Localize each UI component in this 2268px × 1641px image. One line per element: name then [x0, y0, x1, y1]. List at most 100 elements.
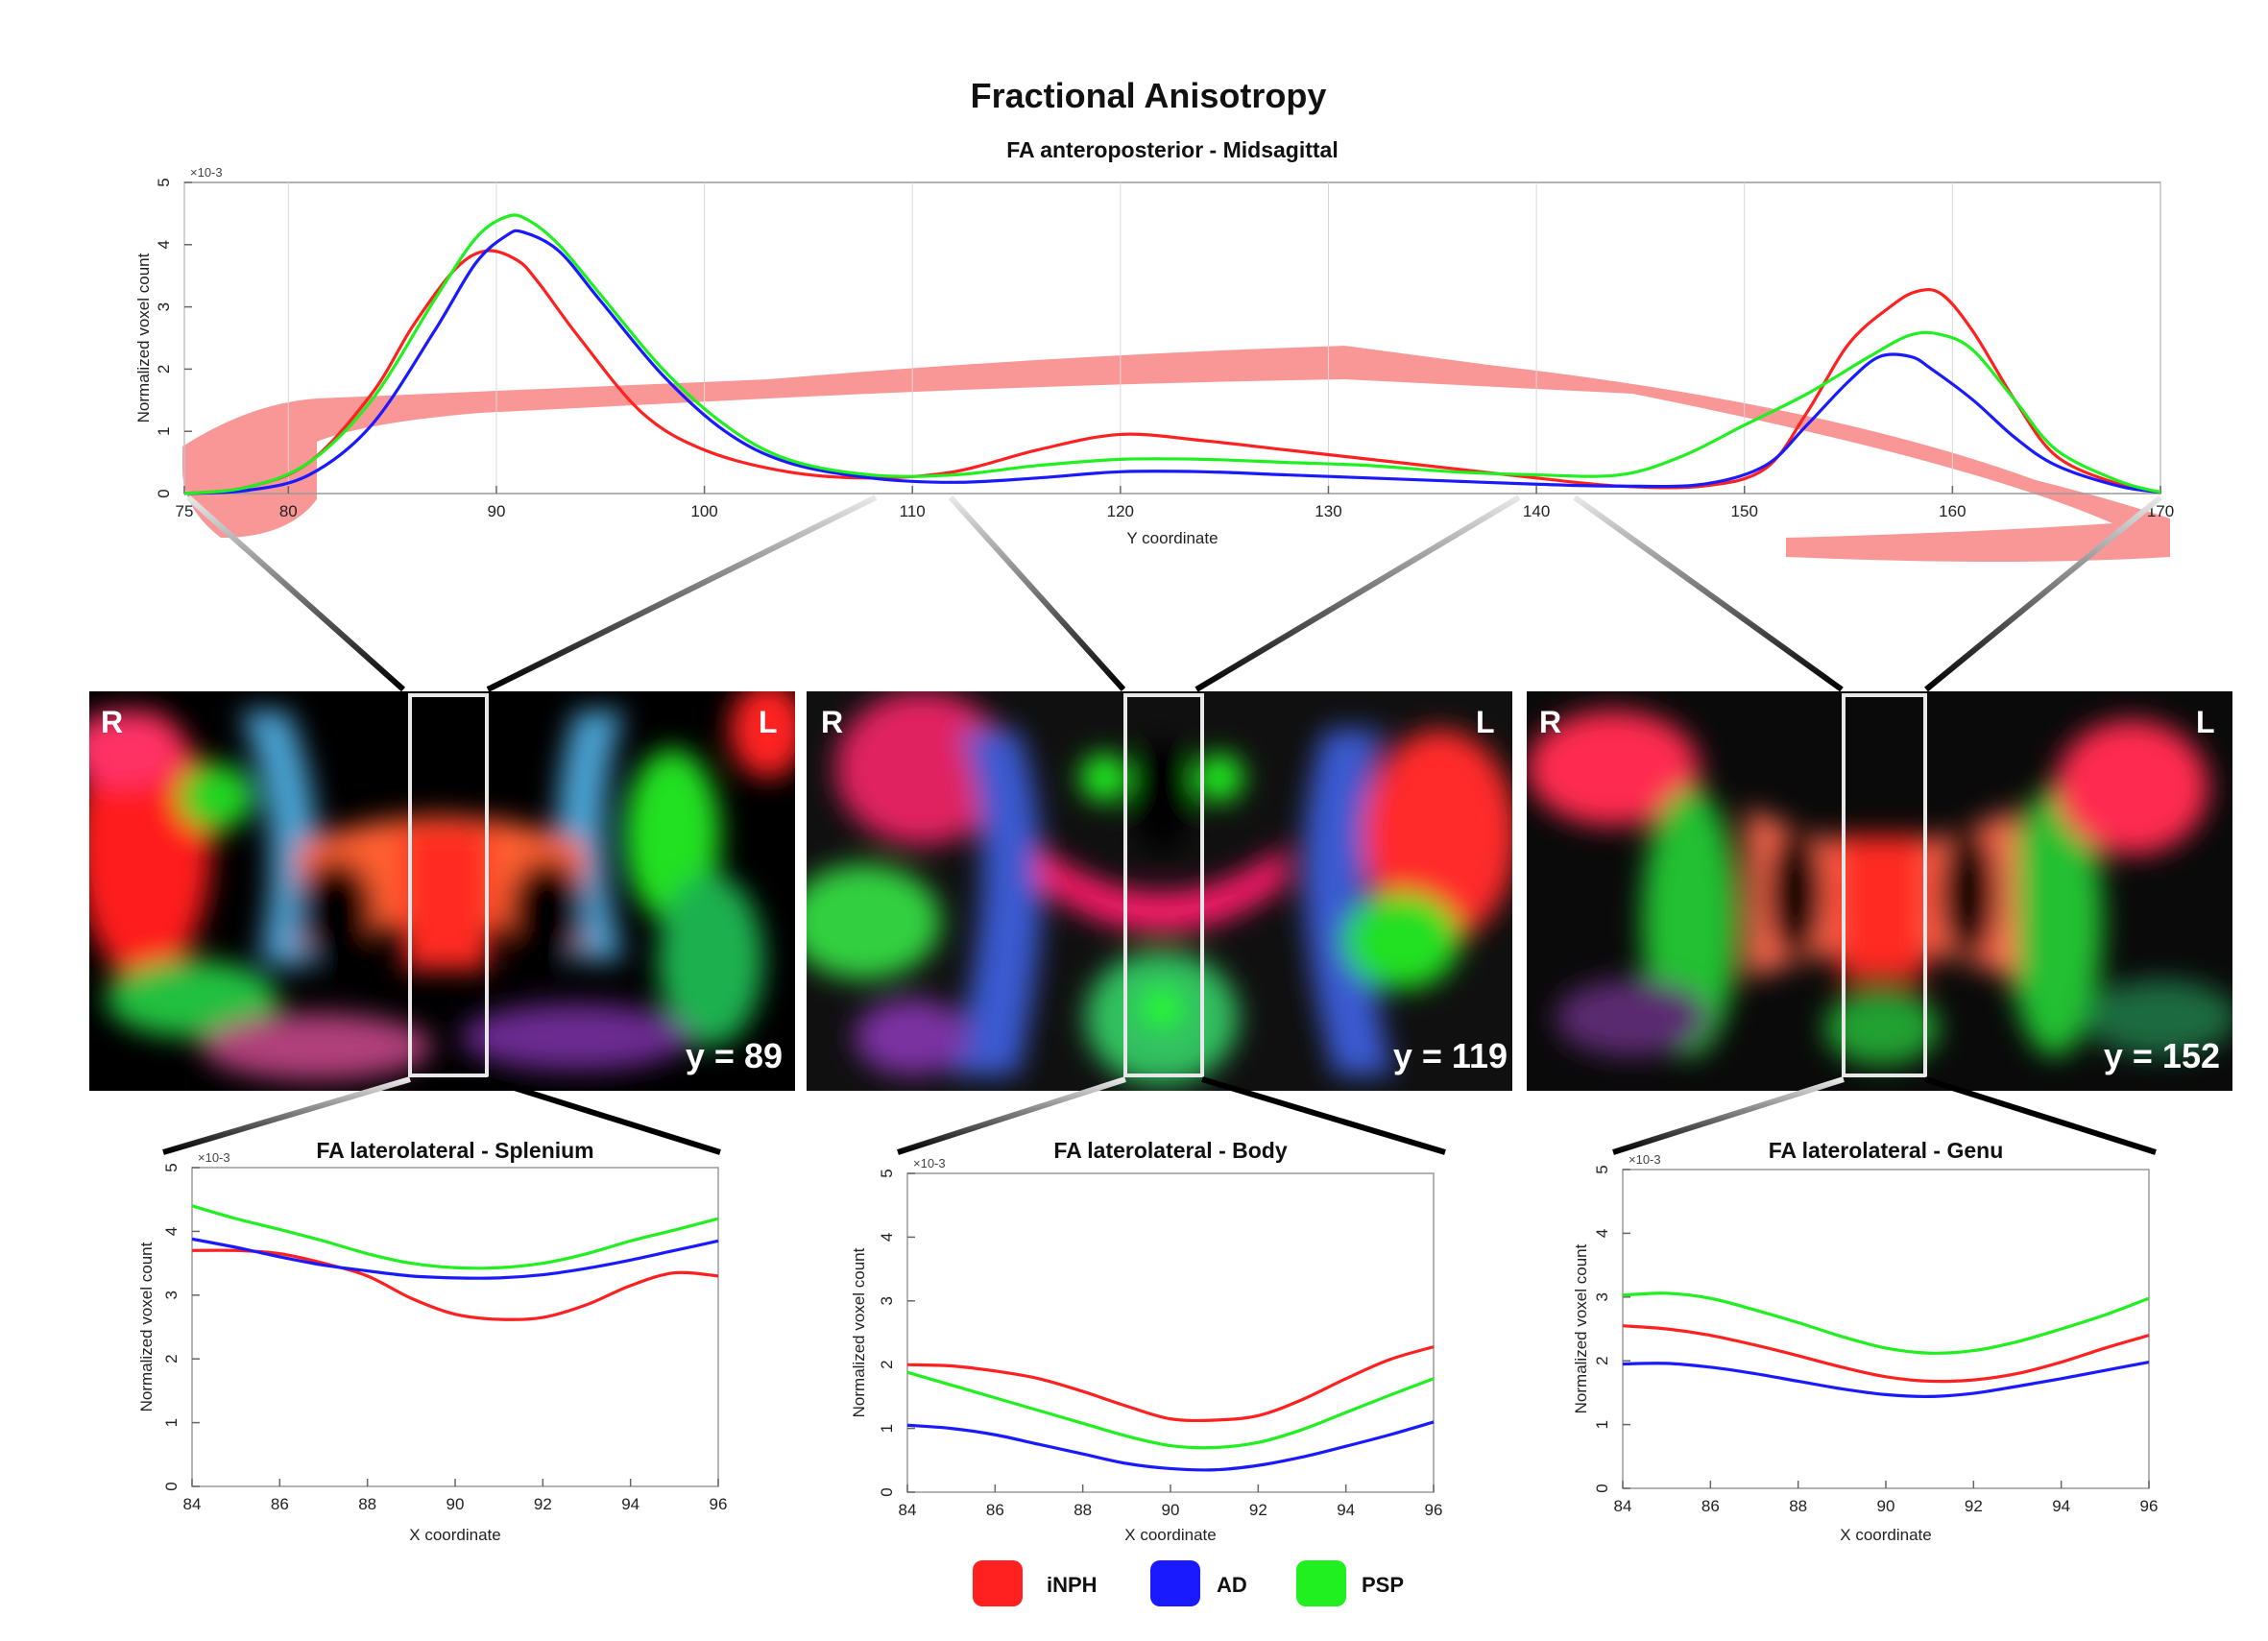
y-tick-label: 1	[878, 1424, 896, 1433]
x-tick-label: 88	[1074, 1501, 1092, 1519]
connector-bottom-1	[162, 1076, 411, 1155]
connector-top-4	[1194, 495, 1521, 692]
x-tick-label: 100	[690, 502, 717, 520]
connector-bottom-2	[486, 1076, 721, 1155]
series-line-inph	[906, 1345, 1435, 1423]
y-axis-label: Normalized voxel count	[134, 253, 153, 422]
x-axis-label: X coordinate	[409, 1526, 500, 1544]
x-tick-label: 90	[487, 502, 505, 520]
connector-bottom-4	[1201, 1076, 1446, 1155]
plot-frame	[1622, 1169, 2150, 1489]
x-tick-label: 90	[446, 1495, 465, 1513]
series-line-ad	[906, 1420, 1435, 1472]
chart-splenium: 84 86 88 90 92 94 96 0 1 2 3 4 5 ×10-3 FA laterolatera…	[137, 1138, 727, 1544]
slice-image-body: R L y = 119	[807, 691, 1512, 1091]
roi-box-genu	[1842, 693, 1927, 1077]
y-multiplier-label: ×10-3	[1629, 1152, 1661, 1167]
x-tick-label: 130	[1315, 502, 1341, 520]
chart-genu: 84 86 88 90 92 94 96 0 1 2 3 4 5 ×10-3 FA laterolatera…	[1572, 1138, 2158, 1544]
x-tick-label: 86	[1701, 1497, 1720, 1515]
y-tick-label: 4	[1593, 1229, 1611, 1238]
y-multiplier-label: ×10-3	[198, 1150, 230, 1165]
chart-midsagittal: 75 80 90 100 110 120 130 140 150 160 170 0 1 2 3 4 5 ×10-…	[134, 137, 2174, 562]
slice-left-label: R	[1539, 705, 1561, 739]
slice-left-label: R	[101, 705, 123, 739]
y-axis-label: Normalized voxel count	[850, 1247, 868, 1417]
slice-coordinate-label: y = 119	[1393, 1036, 1508, 1075]
plot-frame	[183, 181, 2161, 495]
y-tick-label: 5	[155, 178, 173, 186]
y-tick-label: 4	[162, 1227, 181, 1236]
y-tick-label: 0	[162, 1482, 181, 1490]
roi-box-body	[1123, 693, 1204, 1077]
slice-image-splenium: R L y = 89	[89, 691, 795, 1091]
legend-item-psp: PSP	[1296, 1560, 1404, 1606]
legend-swatch	[973, 1560, 1023, 1606]
connector-bottom-6	[1924, 1076, 2157, 1155]
series-line-psp	[1622, 1291, 2150, 1355]
series-line-psp	[183, 213, 2161, 495]
x-axis-label: X coordinate	[1124, 1526, 1216, 1544]
main-title: Fractional Anisotropy	[971, 76, 1327, 115]
slice-coordinate-label: y = 152	[2104, 1036, 2220, 1075]
x-tick-label: 94	[2052, 1497, 2070, 1515]
legend-swatch	[1296, 1560, 1346, 1606]
y-tick-label: 0	[155, 489, 173, 497]
y-tick-label: 2	[1593, 1356, 1611, 1364]
connectors-top	[186, 495, 2162, 692]
y-tick-label: 0	[1593, 1484, 1611, 1492]
x-tick-label: 110	[900, 502, 926, 520]
x-tick-label: 170	[2147, 502, 2174, 520]
series-line-inph	[183, 249, 2161, 495]
series-line-inph	[191, 1248, 719, 1321]
x-tick-label: 96	[710, 1495, 728, 1513]
y-tick-label: 4	[878, 1233, 896, 1242]
slice-right-label: L	[759, 705, 778, 739]
legend: iNPH AD PSP	[973, 1560, 1404, 1606]
connector-top-6	[1924, 495, 2162, 692]
y-tick-label: 1	[1593, 1420, 1611, 1429]
y-tick-label: 5	[1593, 1165, 1611, 1173]
connector-top-1	[186, 495, 405, 692]
legend-item-inph: iNPH	[973, 1560, 1098, 1606]
connector-bottom-5	[1612, 1076, 1845, 1155]
connectors-bottom	[162, 1076, 2157, 1155]
legend-label: PSP	[1362, 1573, 1404, 1597]
x-tick-label: 140	[1523, 502, 1550, 520]
y-tick-label: 2	[162, 1354, 181, 1363]
x-tick-label: 80	[279, 502, 298, 520]
series-line-psp	[906, 1370, 1435, 1450]
slice-right-label: L	[2196, 705, 2215, 739]
x-tick-label: 84	[183, 1495, 202, 1513]
slice-image-genu: R L y = 152	[1527, 691, 2232, 1091]
chart-title: FA laterolateral - Genu	[1769, 1138, 2004, 1163]
y-tick-label: 3	[1593, 1292, 1611, 1301]
connector-top-5	[1573, 495, 1844, 692]
x-tick-label: 120	[1107, 502, 1134, 520]
x-tick-label: 88	[358, 1495, 376, 1513]
x-tick-label: 150	[1731, 502, 1758, 520]
corpus-callosum-overlay	[182, 346, 2170, 562]
y-tick-label: 3	[155, 302, 173, 311]
x-tick-label: 92	[1249, 1501, 1267, 1519]
y-multiplier-label: ×10-3	[190, 165, 223, 180]
y-multiplier-label: ×10-3	[913, 1156, 946, 1170]
y-tick-label: 3	[162, 1291, 181, 1299]
y-tick-label: 4	[155, 240, 173, 249]
connector-top-3	[948, 495, 1126, 692]
legend-label: AD	[1217, 1573, 1247, 1597]
x-tick-label: 96	[1425, 1501, 1443, 1519]
series-line-ad	[1622, 1360, 2150, 1399]
y-tick-label: 0	[878, 1487, 896, 1496]
y-tick-label: 1	[155, 426, 173, 435]
connector-top-2	[486, 495, 878, 692]
y-tick-label: 5	[878, 1169, 896, 1177]
legend-label: iNPH	[1047, 1573, 1098, 1597]
x-tick-label: 75	[176, 502, 194, 520]
y-axis-label: Normalized voxel count	[137, 1242, 156, 1412]
series-line-ad	[183, 229, 2161, 495]
y-tick-label: 3	[878, 1296, 896, 1305]
x-tick-label: 84	[899, 1501, 917, 1519]
slice-right-label: L	[1476, 705, 1495, 739]
